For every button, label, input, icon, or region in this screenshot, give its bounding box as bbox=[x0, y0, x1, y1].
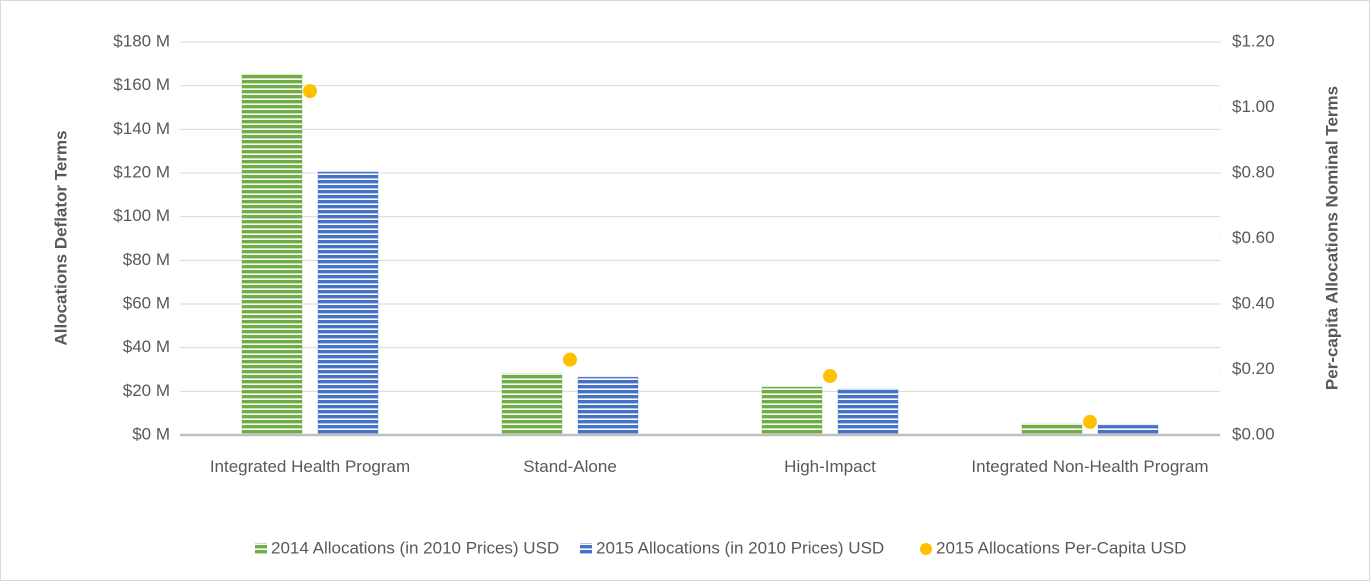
y-axis-title: Allocations Deflator Terms bbox=[51, 130, 70, 345]
y2-tick-label: $0.00 bbox=[1232, 424, 1275, 443]
y-tick-label: $60 M bbox=[123, 293, 170, 312]
legend-swatch bbox=[580, 543, 592, 555]
per-capita-dot bbox=[823, 369, 837, 384]
per-capita-dot bbox=[563, 352, 577, 367]
bar bbox=[577, 376, 639, 436]
y2-tick-label: $1.20 bbox=[1232, 31, 1275, 50]
y-tick-label: $20 M bbox=[123, 381, 170, 400]
bar bbox=[501, 373, 563, 436]
x-tick-label: High-Impact bbox=[784, 457, 876, 476]
bar bbox=[317, 171, 379, 436]
y2-tick-label: $0.60 bbox=[1232, 228, 1275, 247]
y-tick-label: $160 M bbox=[113, 75, 170, 94]
legend-swatch bbox=[255, 543, 267, 555]
bar bbox=[837, 388, 899, 436]
y-tick-label: $140 M bbox=[113, 119, 170, 138]
per-capita-dot bbox=[303, 84, 317, 99]
y-tick-label: $180 M bbox=[113, 31, 170, 50]
legend-label: 2015 Allocations (in 2010 Prices) USD bbox=[596, 538, 884, 557]
legend-label: 2014 Allocations (in 2010 Prices) USD bbox=[271, 538, 559, 557]
x-tick-label: Integrated Non-Health Program bbox=[971, 457, 1209, 476]
y-tick-label: $100 M bbox=[113, 206, 170, 225]
y-tick-label: $40 M bbox=[123, 337, 170, 356]
y2-tick-label: $0.40 bbox=[1232, 293, 1275, 312]
legend-swatch bbox=[920, 543, 932, 555]
per-capita-dot bbox=[1083, 414, 1097, 429]
x-tick-label: Integrated Health Program bbox=[209, 457, 411, 476]
y2-axis-title: Per-capita Allocations Nominal Terms bbox=[1322, 86, 1341, 390]
y2-tick-label: $0.20 bbox=[1232, 359, 1275, 378]
x-tick-label: Stand-Alone bbox=[523, 457, 617, 476]
bar bbox=[241, 74, 303, 436]
bar bbox=[761, 386, 823, 436]
bar bbox=[1097, 424, 1159, 436]
y-tick-label: $120 M bbox=[113, 162, 170, 181]
y-tick-label: $0 M bbox=[132, 424, 170, 443]
y-tick-label: $80 M bbox=[123, 250, 170, 269]
y2-tick-label: $1.00 bbox=[1232, 97, 1275, 116]
y2-tick-label: $0.80 bbox=[1232, 162, 1275, 181]
legend-label: 2015 Allocations Per-Capita USD bbox=[936, 538, 1186, 557]
bar bbox=[1021, 423, 1083, 436]
